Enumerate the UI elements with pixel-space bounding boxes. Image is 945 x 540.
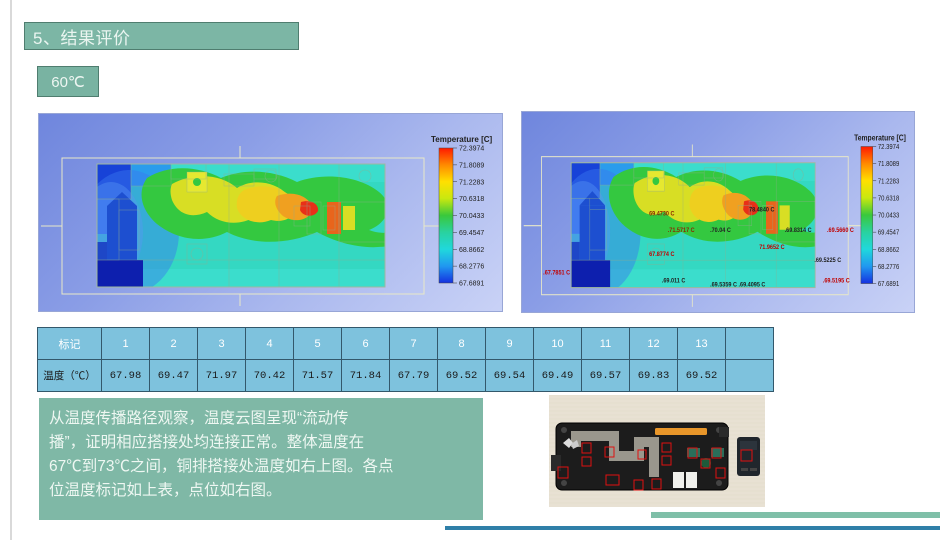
svg-text:68.8662: 68.8662	[878, 246, 900, 254]
svg-text:70.0433: 70.0433	[459, 213, 484, 220]
svg-text:68.2776: 68.2776	[878, 264, 900, 272]
svg-text:.69.5225 C: .69.5225 C	[814, 258, 841, 265]
svg-text:72.3974: 72.3974	[459, 146, 484, 153]
svg-text:71.2283: 71.2283	[878, 178, 900, 186]
svg-text:.69.5195 C: .69.5195 C	[823, 278, 850, 285]
svg-text:71.8089: 71.8089	[459, 162, 484, 169]
svg-text:.67.7851 C: .67.7851 C	[543, 270, 570, 277]
svg-text:69.4730 C: 69.4730 C	[649, 211, 675, 218]
svg-text:.69.8314 C: .69.8314 C	[785, 227, 812, 234]
svg-text:67.6891: 67.6891	[878, 281, 900, 289]
svg-text:71.8089: 71.8089	[878, 161, 900, 169]
svg-text:72.3974: 72.3974	[878, 144, 900, 152]
svg-text:70.6318: 70.6318	[459, 196, 484, 203]
svg-text:.70.04 C: .70.04 C	[710, 227, 731, 234]
svg-text:68.2776: 68.2776	[459, 264, 484, 271]
svg-text:67.8774 C: 67.8774 C	[649, 252, 675, 259]
svg-text:70.0433: 70.0433	[878, 212, 900, 220]
svg-text:71.2283: 71.2283	[459, 179, 484, 186]
svg-text:67.6891: 67.6891	[459, 281, 484, 288]
svg-text:Temperature [C]: Temperature [C]	[431, 135, 493, 144]
svg-text:.69.5660 C: .69.5660 C	[827, 227, 854, 234]
svg-text:.69.011 C: .69.011 C	[662, 278, 686, 285]
svg-text:.69.5359 C .69.4095 C: .69.5359 C .69.4095 C	[710, 282, 766, 289]
svg-text:69.4547: 69.4547	[878, 229, 900, 237]
svg-text:78.4840 C: 78.4840 C	[749, 207, 775, 214]
svg-text:Temperature [C]: Temperature [C]	[854, 133, 906, 143]
svg-text:69.4547: 69.4547	[459, 230, 484, 237]
svg-text:71.9652 C: 71.9652 C	[759, 245, 785, 252]
svg-text:70.6318: 70.6318	[878, 195, 900, 203]
svg-text:.71.5717 C: .71.5717 C	[668, 227, 695, 234]
svg-text:68.8662: 68.8662	[459, 247, 484, 254]
